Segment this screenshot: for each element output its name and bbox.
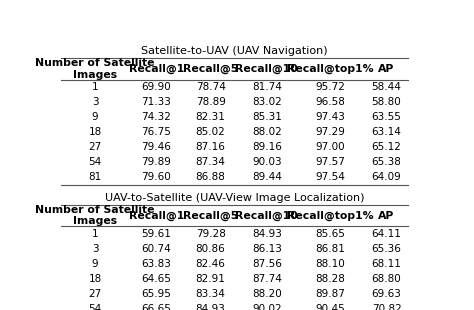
- Text: 9: 9: [92, 112, 99, 122]
- Text: 86.13: 86.13: [252, 244, 282, 254]
- Text: 88.02: 88.02: [252, 127, 282, 137]
- Text: 79.46: 79.46: [141, 142, 171, 152]
- Text: 3: 3: [92, 244, 99, 254]
- Text: 54: 54: [89, 304, 102, 310]
- Text: 87.56: 87.56: [252, 259, 282, 269]
- Text: Recall@10: Recall@10: [236, 210, 298, 221]
- Text: Recall@5: Recall@5: [183, 64, 238, 74]
- Text: 82.91: 82.91: [196, 274, 226, 284]
- Text: 18: 18: [89, 274, 102, 284]
- Text: 60.74: 60.74: [141, 244, 171, 254]
- Text: Recall@10: Recall@10: [236, 64, 298, 74]
- Text: 83.02: 83.02: [252, 97, 282, 107]
- Text: 65.12: 65.12: [372, 142, 401, 152]
- Text: 89.44: 89.44: [252, 172, 282, 183]
- Text: 78.74: 78.74: [196, 82, 226, 92]
- Text: 27: 27: [89, 142, 102, 152]
- Text: 88.28: 88.28: [315, 274, 345, 284]
- Text: 69.90: 69.90: [141, 82, 171, 92]
- Text: 65.36: 65.36: [372, 244, 401, 254]
- Text: AP: AP: [378, 210, 395, 220]
- Text: 84.93: 84.93: [196, 304, 226, 310]
- Text: 79.28: 79.28: [196, 229, 226, 239]
- Text: 90.03: 90.03: [252, 157, 282, 167]
- Text: 1: 1: [92, 229, 99, 239]
- Text: UAV-to-Satellite (UAV-View Image Localization): UAV-to-Satellite (UAV-View Image Localiz…: [105, 193, 365, 203]
- Text: Number of Satellite
Images: Number of Satellite Images: [36, 58, 155, 80]
- Text: 74.32: 74.32: [141, 112, 171, 122]
- Text: 89.87: 89.87: [315, 289, 345, 299]
- Text: 66.65: 66.65: [141, 304, 171, 310]
- Text: 68.11: 68.11: [372, 259, 401, 269]
- Text: 9: 9: [92, 259, 99, 269]
- Text: Number of Satellite
Images: Number of Satellite Images: [36, 205, 155, 226]
- Text: 64.09: 64.09: [372, 172, 401, 183]
- Text: 85.31: 85.31: [252, 112, 282, 122]
- Text: 63.55: 63.55: [372, 112, 401, 122]
- Text: 82.46: 82.46: [196, 259, 226, 269]
- Text: 85.65: 85.65: [315, 229, 345, 239]
- Text: 88.10: 88.10: [316, 259, 345, 269]
- Text: 63.83: 63.83: [141, 259, 171, 269]
- Text: 81: 81: [89, 172, 102, 183]
- Text: 82.31: 82.31: [196, 112, 226, 122]
- Text: 97.57: 97.57: [315, 157, 345, 167]
- Text: 80.86: 80.86: [196, 244, 226, 254]
- Text: 84.93: 84.93: [252, 229, 282, 239]
- Text: 97.54: 97.54: [315, 172, 345, 183]
- Text: 90.45: 90.45: [316, 304, 345, 310]
- Text: 83.34: 83.34: [196, 289, 226, 299]
- Text: 89.16: 89.16: [252, 142, 282, 152]
- Text: Satellite-to-UAV (UAV Navigation): Satellite-to-UAV (UAV Navigation): [141, 46, 328, 56]
- Text: Recall@1: Recall@1: [128, 64, 184, 74]
- Text: 64.11: 64.11: [372, 229, 401, 239]
- Text: 18: 18: [89, 127, 102, 137]
- Text: 3: 3: [92, 97, 99, 107]
- Text: Recall@5: Recall@5: [183, 210, 238, 221]
- Text: 76.75: 76.75: [141, 127, 171, 137]
- Text: Recall@top1%: Recall@top1%: [287, 210, 374, 221]
- Text: 69.63: 69.63: [372, 289, 401, 299]
- Text: Recall@1: Recall@1: [128, 210, 184, 221]
- Text: 85.02: 85.02: [196, 127, 226, 137]
- Text: 63.14: 63.14: [372, 127, 401, 137]
- Text: 96.58: 96.58: [315, 97, 345, 107]
- Text: 78.89: 78.89: [196, 97, 226, 107]
- Text: 65.38: 65.38: [372, 157, 401, 167]
- Text: 87.74: 87.74: [252, 274, 282, 284]
- Text: 86.81: 86.81: [315, 244, 345, 254]
- Text: 27: 27: [89, 289, 102, 299]
- Text: 79.60: 79.60: [141, 172, 171, 183]
- Text: 65.95: 65.95: [141, 289, 171, 299]
- Text: 97.29: 97.29: [315, 127, 345, 137]
- Text: 59.61: 59.61: [141, 229, 171, 239]
- Text: 90.02: 90.02: [252, 304, 282, 310]
- Text: 58.44: 58.44: [372, 82, 401, 92]
- Text: 71.33: 71.33: [141, 97, 171, 107]
- Text: 68.80: 68.80: [372, 274, 401, 284]
- Text: 81.74: 81.74: [252, 82, 282, 92]
- Text: 79.89: 79.89: [141, 157, 171, 167]
- Text: 54: 54: [89, 157, 102, 167]
- Text: 97.43: 97.43: [315, 112, 345, 122]
- Text: 97.00: 97.00: [316, 142, 345, 152]
- Text: 95.72: 95.72: [315, 82, 345, 92]
- Text: 86.88: 86.88: [196, 172, 226, 183]
- Text: AP: AP: [378, 64, 395, 74]
- Text: 58.80: 58.80: [372, 97, 401, 107]
- Text: 64.65: 64.65: [141, 274, 171, 284]
- Text: 87.16: 87.16: [196, 142, 226, 152]
- Text: 88.20: 88.20: [252, 289, 282, 299]
- Text: 1: 1: [92, 82, 99, 92]
- Text: 70.82: 70.82: [372, 304, 401, 310]
- Text: Recall@top1%: Recall@top1%: [287, 64, 374, 74]
- Text: 87.34: 87.34: [196, 157, 226, 167]
